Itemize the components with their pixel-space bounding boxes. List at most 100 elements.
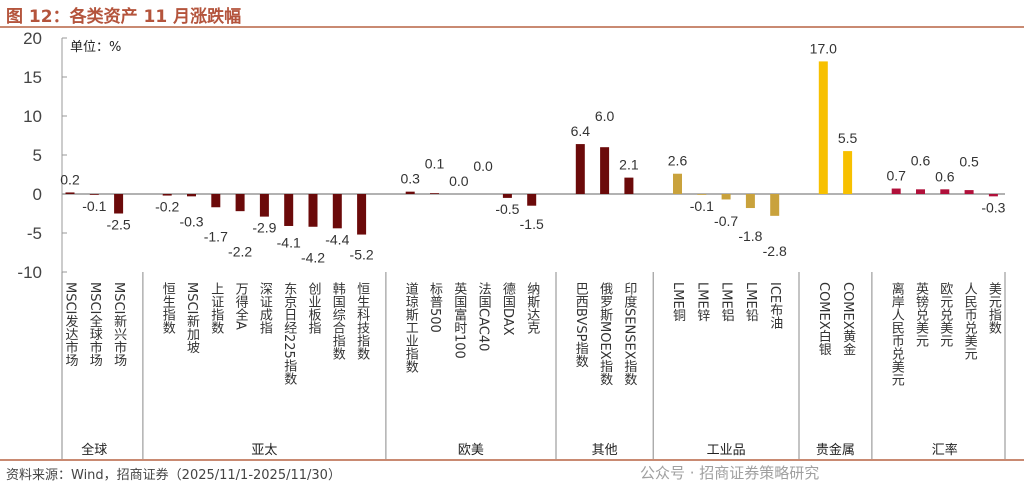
data-label: 17.0: [810, 40, 837, 56]
data-label: 0.2: [60, 171, 80, 187]
category-label: 离岸人民币兑美元: [888, 282, 904, 386]
data-label: 0.1: [425, 156, 445, 172]
y-tick-label: 5: [33, 146, 42, 165]
y-tick-label: 15: [23, 68, 42, 87]
data-label: -0.5: [495, 201, 519, 217]
data-label: -4.2: [301, 250, 325, 266]
group-label: 亚太: [251, 443, 278, 458]
category-label: 恒生指数: [159, 282, 175, 334]
bar: [332, 194, 342, 229]
bar: [988, 194, 998, 197]
category-label: 欧元兑美元: [937, 282, 953, 347]
group-label: 汇率: [931, 443, 958, 458]
category-label: 人民币兑美元: [961, 282, 977, 360]
category-label: MSCI新加坡: [184, 282, 199, 354]
data-label: 2.6: [668, 153, 688, 169]
y-tick-label: 20: [23, 29, 42, 48]
data-label: -1.5: [520, 216, 544, 232]
bar: [843, 151, 853, 194]
bar: [916, 189, 925, 194]
bar: [65, 192, 75, 194]
data-label: 6.0: [595, 108, 615, 124]
category-label: 韩国综合指数: [329, 282, 345, 360]
data-label: 0.6: [911, 153, 931, 169]
source-note: 资料来源：Wind，招商证券（2025/11/1-2025/11/30）: [6, 468, 341, 483]
bar: [721, 194, 731, 200]
category-label: 东京日经225指数: [281, 282, 297, 385]
category-label: 英国富时100: [451, 282, 467, 359]
category-label: LME锌: [694, 282, 710, 322]
bar: [235, 194, 245, 212]
group-label: 其他: [591, 443, 618, 458]
category-label: COMEX白银: [815, 282, 831, 356]
data-label: -0.1: [690, 198, 714, 214]
bar: [430, 193, 439, 194]
data-label: -5.2: [350, 246, 374, 262]
category-label: 创业板指: [305, 282, 321, 334]
category-label: MSCI发达市场: [62, 282, 78, 367]
category-label: MSCI新兴市场: [111, 282, 127, 367]
category-label: 法国CAC40: [475, 282, 491, 352]
y-tick-label: -5: [27, 224, 42, 243]
data-label: 0.7: [886, 168, 906, 184]
bar: [502, 194, 512, 198]
category-label: LME铅: [742, 282, 758, 322]
category-label: 道琼斯工业指数: [402, 282, 418, 373]
bar: [405, 191, 415, 194]
bar: [940, 189, 950, 194]
category-label: LME铜: [670, 282, 685, 322]
category-label: 英镑兑美元: [913, 282, 928, 347]
data-label: -2.9: [252, 220, 276, 236]
bar: [162, 194, 172, 196]
category-label: 巴西BVSP指数: [572, 282, 588, 368]
bar: [187, 194, 196, 197]
data-label: -0.7: [714, 213, 738, 229]
bar: [624, 177, 634, 194]
bar: [527, 194, 537, 206]
category-label: 美元指数: [985, 282, 1001, 334]
group-label: 全球: [81, 443, 108, 458]
data-label: -0.3: [179, 214, 203, 230]
bar: [284, 194, 294, 226]
category-label: 恒生科技指数: [354, 282, 370, 360]
bar: [891, 188, 901, 194]
bar: [89, 194, 99, 195]
bar: [114, 194, 124, 214]
category-label: 俄罗斯MOEX指数: [597, 282, 613, 386]
category-label: MSCI全球市场: [86, 282, 102, 367]
data-label: 0.5: [959, 153, 979, 169]
data-label: 6.4: [571, 123, 591, 139]
category-label: LME铝: [718, 282, 734, 322]
data-label: 2.1: [619, 157, 639, 173]
bar: [745, 194, 755, 209]
category-label: 上证指数: [208, 282, 224, 334]
y-tick-label: -10: [17, 263, 42, 282]
data-label: 0.6: [935, 168, 955, 184]
bar: [575, 144, 585, 194]
y-tick-label: 0: [33, 185, 42, 204]
unit-label: 单位：%: [70, 40, 122, 55]
category-label: 标普500: [427, 282, 442, 333]
title-divider: [0, 26, 1024, 28]
data-label: 0.0: [449, 173, 469, 189]
data-label: 0.3: [400, 171, 420, 187]
data-label: -0.3: [981, 199, 1005, 215]
category-label: COMEX黄金: [840, 282, 856, 356]
bar: [770, 194, 780, 216]
category-label: 印度SENSEX指数: [621, 282, 637, 386]
bar: [964, 190, 974, 194]
bar: [357, 194, 367, 235]
data-label: -1.7: [204, 229, 228, 245]
data-label: -2.8: [763, 243, 787, 259]
data-label: -0.2: [155, 199, 179, 215]
data-label: -1.8: [738, 228, 762, 244]
data-label: -4.1: [277, 235, 301, 251]
data-label: 0.0: [473, 158, 493, 174]
bar: [697, 194, 707, 195]
bar: [673, 173, 682, 194]
category-label: 德国DAX: [499, 282, 515, 336]
data-label: -2.5: [107, 217, 131, 233]
group-label: 贵金属: [815, 443, 855, 458]
data-label: -4.4: [325, 231, 349, 247]
